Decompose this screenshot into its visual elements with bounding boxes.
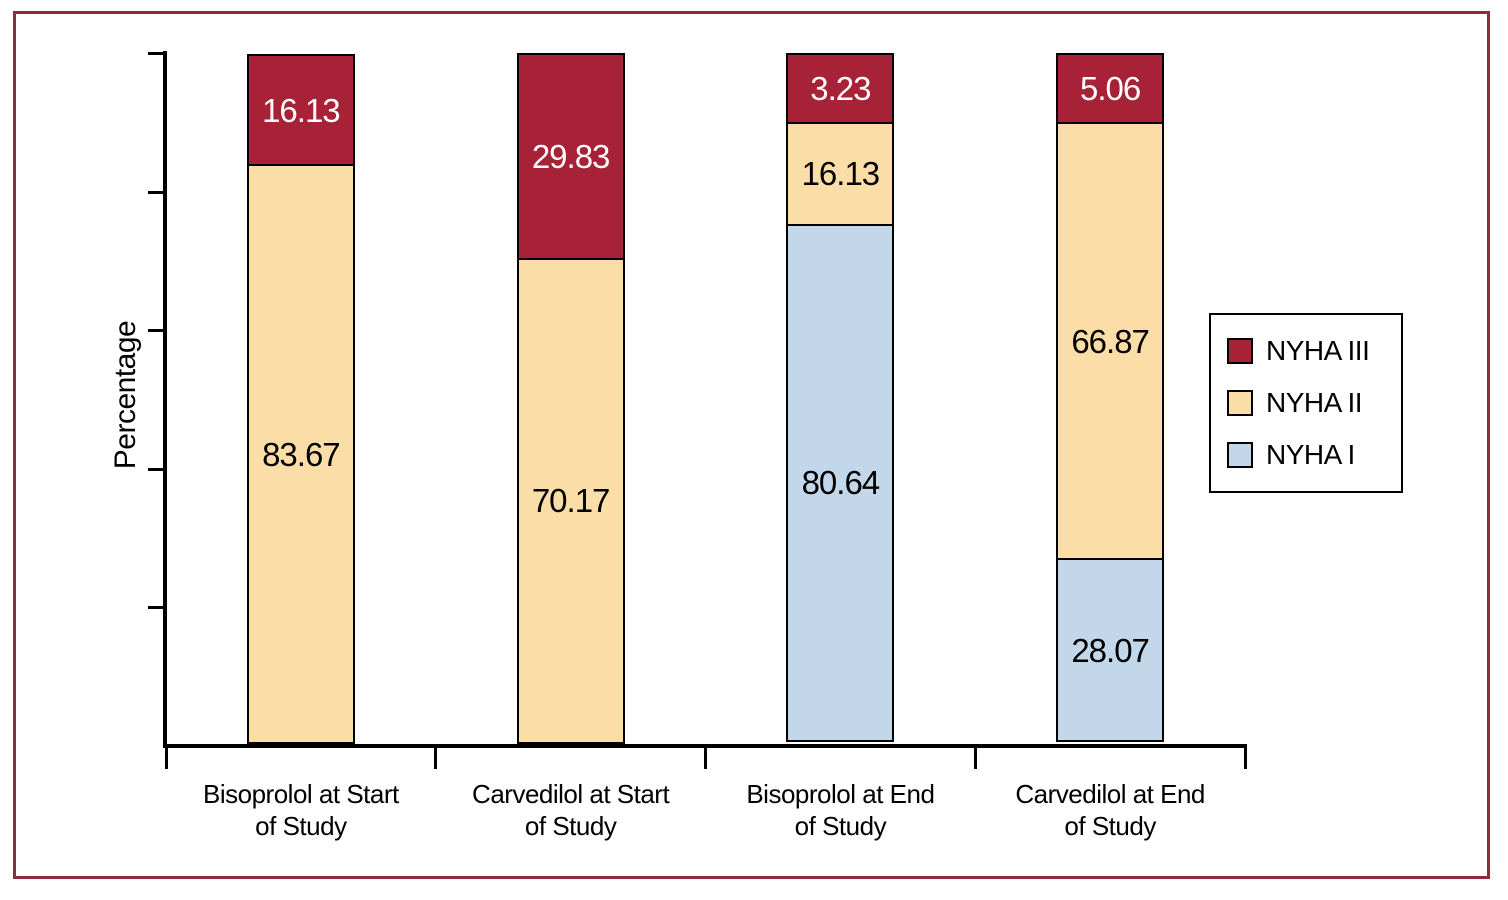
segment-value-label: 16.13: [262, 91, 341, 129]
category-label-bisoprolol-start: Bisoprolol at Start of Study: [151, 778, 451, 842]
legend-swatch-icon: [1227, 390, 1253, 416]
category-label-line: Bisoprolol at End: [746, 779, 935, 809]
segment-value-label: 83.67: [262, 435, 341, 473]
category-label-carvedilol-end: Carvedilol at End of Study: [960, 778, 1260, 842]
segment-value-label: 66.87: [1071, 322, 1150, 360]
category-label-carvedilol-start: Carvedilol at Start of Study: [421, 778, 721, 842]
legend-box: NYHA III NYHA II NYHA I: [1209, 313, 1403, 493]
segment-value-label: 3.23: [810, 70, 871, 107]
segment-value-label: 16.13: [801, 155, 881, 193]
bar-segment-nyha-ii: 66.87: [1056, 122, 1165, 561]
y-axis-tick: [148, 467, 165, 471]
category-label-line: Carvedilol at End: [1015, 779, 1205, 809]
bar-segment-nyha-ii: 16.13: [786, 122, 895, 226]
x-axis-tick: [434, 748, 438, 769]
y-axis-line: [163, 51, 167, 748]
legend-label: NYHA III: [1266, 335, 1370, 366]
x-axis-tick: [164, 748, 168, 769]
segment-value-label: 5.06: [1080, 70, 1141, 107]
segment-value-label: 70.17: [531, 482, 611, 520]
y-axis-label: Percentage: [109, 320, 142, 470]
x-axis-tick: [973, 748, 977, 769]
bar-segment-nyha-ii: 83.67: [246, 164, 355, 744]
bar-carvedilol-start: 29.83 70.17: [516, 53, 625, 744]
segment-value-label: 29.83: [531, 137, 611, 175]
category-label-line: of Study: [255, 811, 347, 841]
legend-row-nyha-iii: NYHA III: [1227, 335, 1401, 367]
legend-label: NYHA I: [1266, 439, 1355, 470]
bar-carvedilol-end: 5.06 66.87 28.07: [1056, 53, 1165, 742]
segment-value-label: 28.07: [1071, 631, 1150, 669]
category-label-line: of Study: [1064, 811, 1156, 841]
legend-swatch-icon: [1227, 338, 1253, 364]
bar-segment-nyha-i: 80.64: [786, 223, 895, 742]
category-label-line: Bisoprolol at Start: [203, 779, 399, 809]
category-label-line: of Study: [524, 811, 617, 841]
legend-swatch-icon: [1227, 442, 1253, 468]
category-label-bisoprolol-end: Bisoprolol at End of Study: [690, 778, 990, 842]
x-axis-tick: [1243, 748, 1247, 769]
bar-bisoprolol-end: 3.23 16.13 80.64: [786, 53, 895, 742]
category-label-line: of Study: [794, 811, 887, 841]
legend-row-nyha-ii: NYHA II: [1227, 387, 1401, 419]
bar-segment-nyha-i: 28.07: [1056, 558, 1165, 742]
bar-segment-nyha-iii: 3.23: [786, 53, 895, 124]
legend-label: NYHA II: [1266, 387, 1363, 418]
y-axis-tick: [148, 329, 165, 333]
bar-segment-nyha-iii: 29.83: [516, 53, 625, 260]
bar-segment-nyha-iii: 16.13: [246, 54, 355, 167]
category-label-line: Carvedilol at Start: [472, 779, 670, 809]
y-axis-tick: [148, 190, 165, 194]
x-axis-line: [163, 744, 1247, 748]
bar-bisoprolol-start: 16.13 83.67: [246, 54, 355, 744]
legend-row-nyha-i: NYHA I: [1227, 439, 1401, 471]
bar-segment-nyha-ii: 70.17: [516, 257, 625, 744]
y-axis-tick: [148, 606, 165, 610]
bar-segment-nyha-iii: 5.06: [1056, 53, 1165, 124]
x-axis-tick: [704, 748, 707, 769]
y-axis-tick: [148, 52, 165, 55]
segment-value-label: 80.64: [801, 464, 881, 502]
